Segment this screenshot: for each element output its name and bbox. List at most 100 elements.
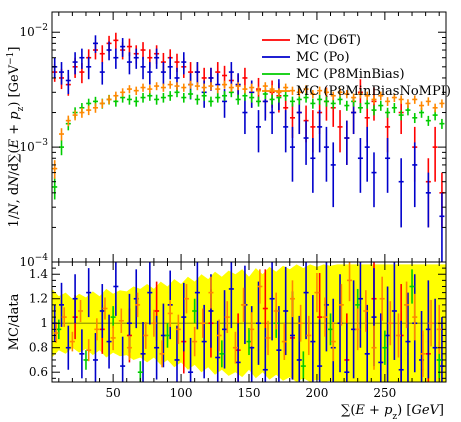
- data-point: [167, 56, 173, 80]
- data-point: [215, 320, 221, 382]
- data-point: [395, 313, 401, 358]
- data-point: [338, 284, 344, 326]
- x-tick-label: 250: [373, 386, 396, 400]
- data-point: [300, 351, 306, 381]
- data-point: [242, 85, 248, 94]
- data-point: [201, 83, 207, 92]
- data-point: [379, 276, 385, 321]
- data-point: [371, 105, 377, 116]
- data-point: [425, 115, 431, 126]
- data-point: [425, 172, 431, 228]
- data-point: [52, 160, 58, 179]
- data-point: [330, 91, 336, 101]
- data-point: [432, 103, 438, 113]
- data-point: [371, 95, 377, 104]
- data-point: [344, 120, 350, 165]
- data-point: [378, 100, 384, 111]
- ratio-y-ticks: 0.6 0.8 1 1.2 1.4: [29, 267, 446, 379]
- data-point: [99, 284, 105, 338]
- data-point: [208, 82, 214, 91]
- data-point: [439, 99, 445, 108]
- data-point: [241, 287, 247, 322]
- data-point: [330, 98, 336, 109]
- data-point: [256, 281, 262, 365]
- x-axis-label: ∑(E + pz) [GeV]: [341, 403, 444, 422]
- data-point: [222, 80, 228, 89]
- data-point: [154, 94, 160, 105]
- data-point: [120, 38, 126, 57]
- main-data-points: [52, 32, 445, 262]
- data-point: [200, 308, 206, 338]
- data-point: [79, 329, 85, 379]
- data-point: [113, 262, 119, 316]
- data-point: [269, 85, 275, 94]
- y-tick-label: 0.8: [29, 341, 48, 355]
- data-point: [106, 95, 112, 105]
- data-point: [262, 328, 268, 382]
- series-mc-d6t: [52, 32, 445, 228]
- data-point: [428, 299, 434, 347]
- data-point: [385, 107, 391, 118]
- data-point: [113, 32, 119, 50]
- data-point: [140, 92, 146, 103]
- data-point: [86, 339, 92, 362]
- data-point: [106, 41, 112, 61]
- main-x-ticks: [58, 12, 440, 262]
- series-mc-p8minbiasnompi: [52, 80, 445, 179]
- legend-label: MC (D6T): [296, 33, 361, 48]
- data-point: [208, 276, 214, 309]
- data-point: [133, 86, 139, 96]
- data-point: [249, 92, 255, 103]
- data-point: [420, 330, 426, 378]
- data-point: [120, 88, 126, 97]
- x-tick-label: 100: [170, 386, 193, 400]
- data-point: [405, 99, 411, 109]
- data-point: [323, 96, 329, 107]
- data-point: [391, 262, 397, 360]
- data-point: [249, 312, 255, 347]
- data-point: [216, 319, 222, 352]
- x-tick-label: 50: [105, 386, 120, 400]
- data-point: [314, 273, 320, 313]
- data-point: [126, 335, 132, 360]
- data-point: [323, 126, 329, 182]
- data-point: [99, 99, 105, 109]
- data-point: [181, 52, 187, 75]
- data-point: [219, 340, 225, 368]
- data-point: [69, 331, 75, 352]
- data-point: [147, 62, 153, 85]
- data-point: [276, 88, 282, 97]
- data-point: [140, 83, 146, 92]
- data-point: [432, 126, 438, 182]
- data-point: [181, 83, 187, 92]
- data-point: [298, 304, 304, 342]
- data-point: [283, 110, 289, 153]
- data-point: [391, 103, 397, 114]
- data-point: [391, 93, 397, 103]
- data-point: [99, 45, 105, 64]
- data-point: [222, 290, 228, 369]
- legend-label: MC (P8MinBias): [296, 67, 405, 82]
- data-point: [154, 315, 160, 380]
- data-point: [52, 57, 58, 78]
- y-tick-label: 1.2: [29, 292, 48, 306]
- data-point: [317, 86, 323, 96]
- data-point: [65, 325, 71, 370]
- data-point: [215, 92, 221, 103]
- data-point: [289, 126, 295, 182]
- data-point: [378, 313, 384, 382]
- ratio-panel: 0.6 0.8 1 1.2 1.4 50 100 150 200 250 MC/data ∑(E…: [7, 261, 447, 422]
- y-tick-label: 1: [40, 316, 48, 330]
- data-point: [78, 299, 84, 322]
- data-point: [175, 314, 181, 345]
- data-point: [269, 262, 275, 341]
- main-y-axis-label: 1/N, dN/d∑(E + pz) [GeV−1]: [6, 47, 26, 228]
- data-point: [110, 325, 116, 351]
- data-point: [317, 94, 323, 105]
- data-point: [273, 292, 279, 330]
- data-point: [303, 120, 309, 165]
- data-point: [120, 336, 126, 382]
- data-point: [174, 325, 180, 382]
- data-point: [79, 107, 85, 118]
- data-point: [344, 323, 350, 382]
